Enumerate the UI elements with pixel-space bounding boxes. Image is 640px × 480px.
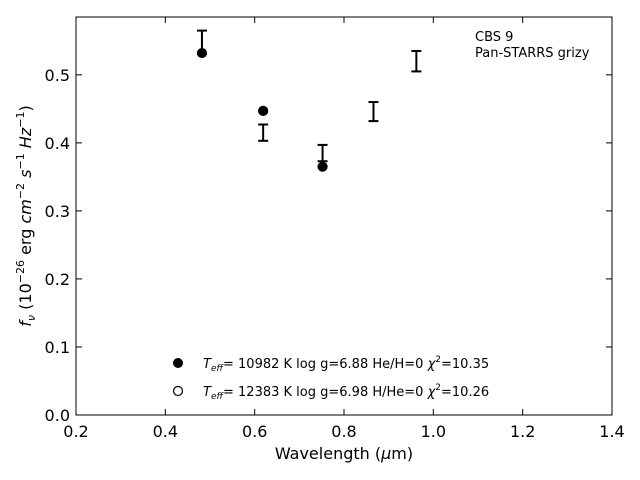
model-points	[196, 47, 328, 172]
y-tick-label: 0.1	[45, 338, 70, 357]
x-tick-label: 0.8	[331, 422, 356, 441]
y-axis-label: fν (10−26 erg cm−2 s−1 Hz−1)	[14, 105, 38, 326]
y-tick-label: 0.3	[45, 202, 70, 221]
model-point-filled	[258, 105, 269, 116]
annotation-object: CBS 9	[475, 30, 513, 45]
legend: Teff= 10982 K log g=6.88 He/H=0 χ2=10.35…	[172, 355, 489, 402]
x-tick-label: 1.4	[599, 422, 624, 441]
x-tick-label: 0.6	[242, 422, 267, 441]
legend-marker-open	[172, 385, 184, 397]
y-tick-label: 0.0	[45, 406, 70, 425]
x-tick-label: 0.2	[63, 422, 88, 441]
legend-entry-1: Teff= 10982 K log g=6.88 He/H=0 χ2=10.35	[203, 355, 489, 374]
y-tick-label: 0.2	[45, 270, 70, 289]
plot-area	[75, 16, 613, 416]
x-tick-label: 1.0	[421, 422, 446, 441]
x-axis-label: Wavelength (μm)	[275, 444, 413, 463]
legend-marker-filled	[173, 358, 183, 368]
model-point-filled	[196, 47, 208, 59]
y-tick-label: 0.4	[45, 134, 70, 153]
axis-tick-labels: 0.2 0.4 0.6 0.8 1.0 1.2 1.4 0.0 0.1 0.2 0.3 0.4 0.5	[45, 66, 625, 441]
x-tick-label: 0.4	[153, 422, 178, 441]
legend-entry-2: Teff= 12383 K log g=6.98 H/He=0 χ2=10.26	[203, 383, 489, 402]
y-tick-label: 0.5	[45, 66, 70, 85]
annotation-survey: Pan-STARRS grizy	[475, 46, 590, 61]
axis-ticks	[75, 17, 613, 416]
x-tick-label: 1.2	[510, 422, 535, 441]
model-point-filled	[317, 161, 328, 172]
